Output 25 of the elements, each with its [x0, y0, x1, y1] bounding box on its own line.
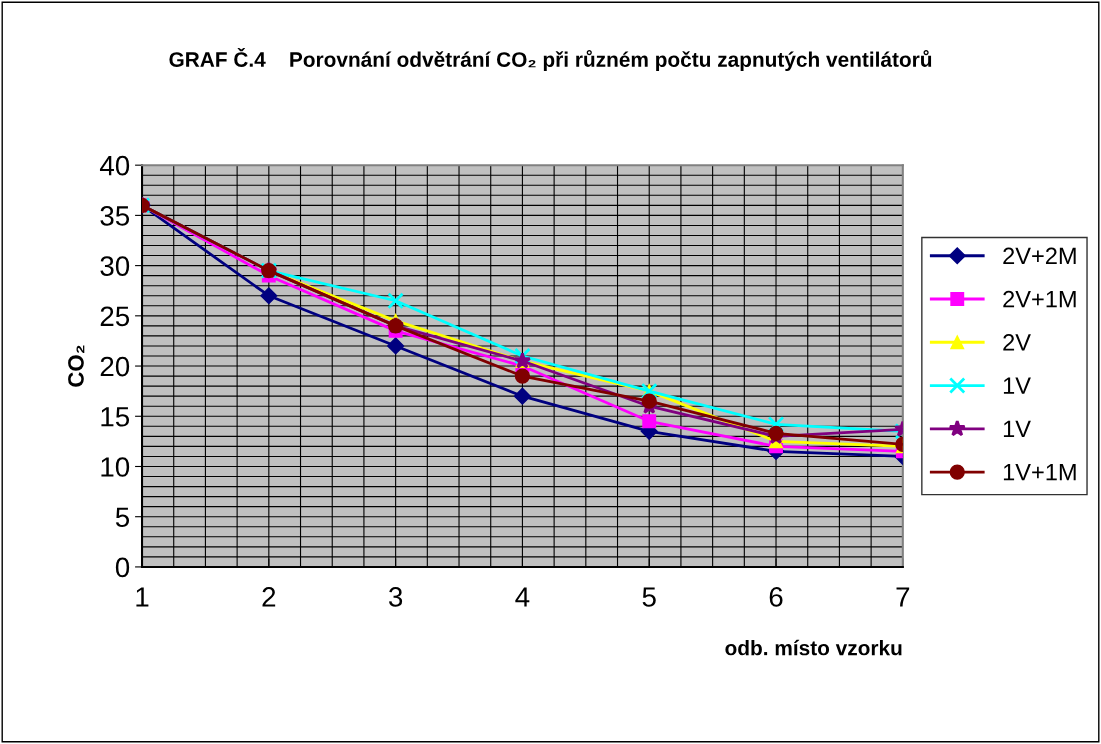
x-tick-label: 7	[896, 587, 910, 607]
y-tick-label: 30	[100, 256, 130, 276]
legend-label: 1V	[1003, 420, 1031, 438]
y-tick-label: 0	[115, 557, 130, 578]
x-axis-title: odb. místo vzorku	[725, 639, 902, 656]
legend-label: 2V+2M	[1003, 247, 1076, 264]
y-axis-title: CO₂	[68, 345, 85, 387]
legend-label: 2V+1M	[1003, 290, 1076, 308]
chart-title: GRAF Č.4 Porovnání odvětrání CO₂ při různém počtu zapnutých ventilátorů	[169, 48, 932, 72]
legend-label: 1V+1M	[1003, 464, 1076, 481]
x-tick-label: 2	[262, 587, 276, 607]
y-tick-label: 10	[101, 457, 130, 477]
y-tick-label: 40	[99, 155, 130, 176]
y-tick-label: 5	[115, 507, 130, 528]
y-tick-label: 15	[101, 407, 130, 427]
y-tick-label: 20	[100, 356, 130, 377]
x-tick-label: 5	[642, 587, 656, 607]
y-tick-label: 35	[100, 206, 130, 226]
x-tick-label: 4	[515, 587, 530, 607]
legend-label: 2V	[1003, 334, 1031, 351]
x-tick-label: 3	[388, 587, 403, 607]
legend-label: 1V	[1003, 377, 1031, 394]
x-tick-label: 1	[136, 587, 149, 607]
x-tick-label: 6	[769, 587, 783, 607]
y-tick-label: 25	[100, 306, 130, 327]
